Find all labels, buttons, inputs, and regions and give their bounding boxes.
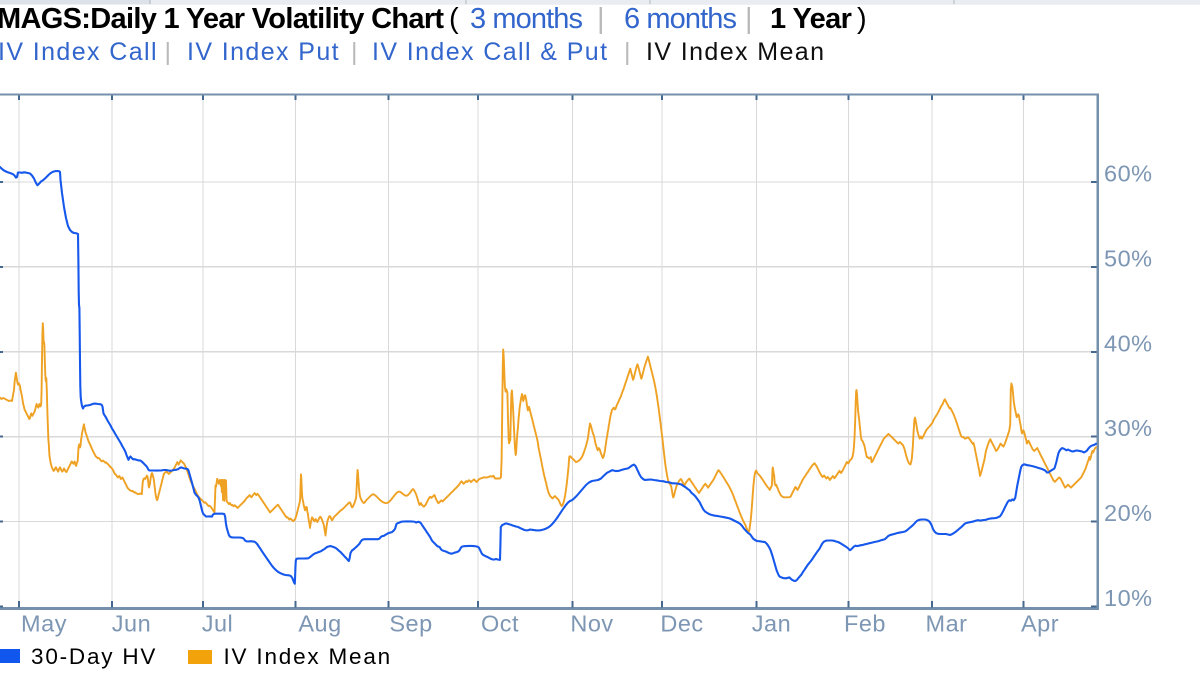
svg-text:Mar: Mar	[926, 611, 968, 637]
svg-text:10%: 10%	[1104, 585, 1153, 611]
svg-text:Sep: Sep	[389, 611, 432, 637]
svg-text:Jun: Jun	[112, 611, 151, 637]
svg-text:Oct: Oct	[481, 611, 519, 637]
svg-text:30%: 30%	[1104, 415, 1153, 441]
svg-text:May: May	[21, 611, 67, 637]
svg-text:40%: 40%	[1104, 330, 1153, 356]
svg-text:Apr: Apr	[1021, 611, 1059, 637]
svg-text:Dec: Dec	[660, 611, 703, 637]
svg-text:Aug: Aug	[298, 611, 341, 637]
svg-text:20%: 20%	[1104, 500, 1153, 526]
svg-text:Jan: Jan	[752, 611, 791, 637]
svg-text:60%: 60%	[1104, 161, 1153, 187]
svg-text:50%: 50%	[1104, 245, 1153, 271]
svg-text:Nov: Nov	[570, 611, 613, 637]
svg-text:Feb: Feb	[844, 611, 886, 637]
svg-text:Jul: Jul	[202, 611, 234, 637]
